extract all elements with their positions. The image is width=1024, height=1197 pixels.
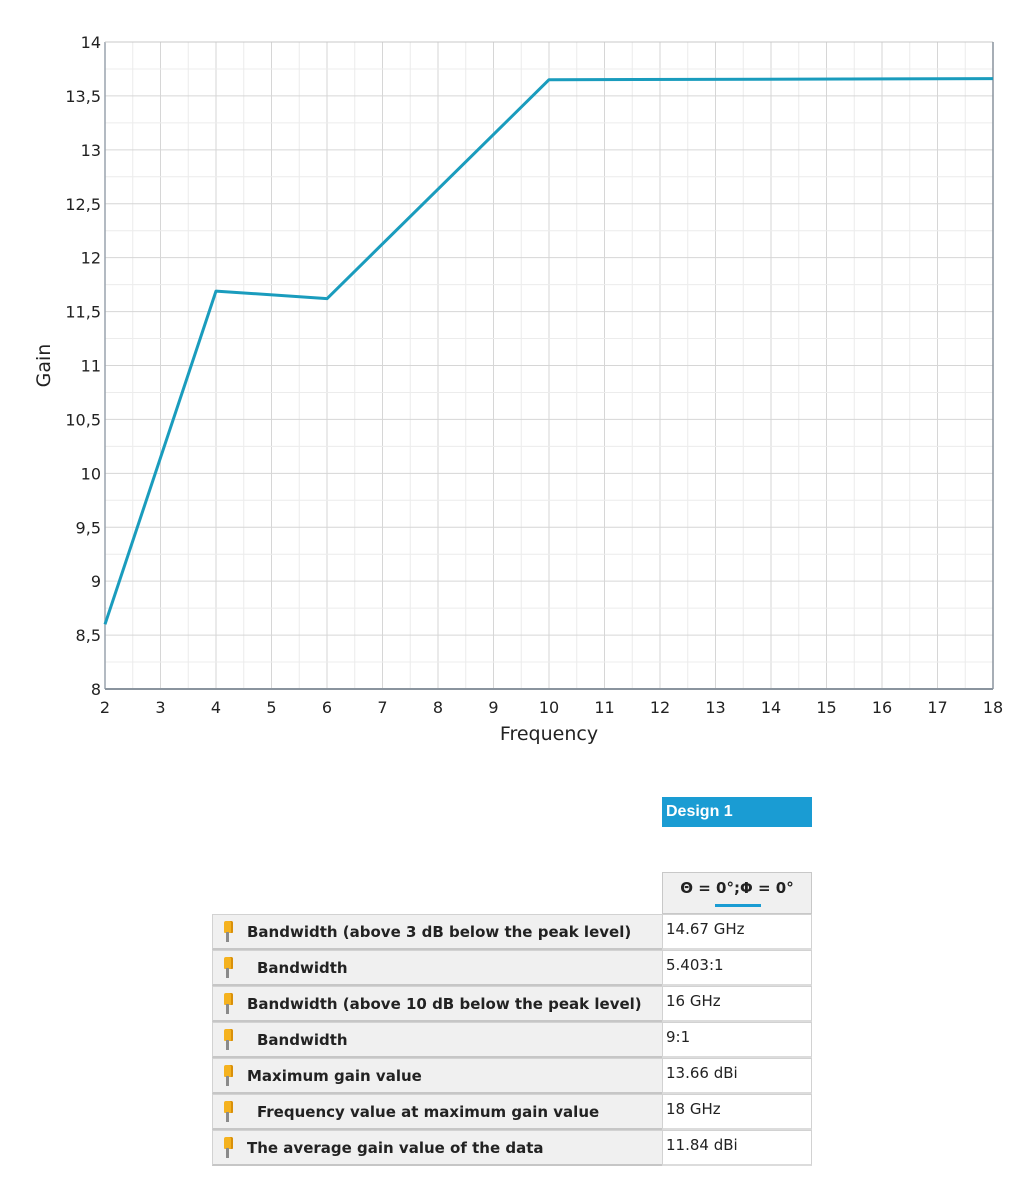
x-tick-label: 14 bbox=[761, 698, 781, 717]
result-row[interactable]: Bandwidth (above 3 dB below the peak lev… bbox=[212, 914, 812, 950]
result-label-cell: Bandwidth (above 3 dB below the peak lev… bbox=[212, 914, 662, 950]
result-row[interactable]: The average gain value of the data 11.84 … bbox=[212, 1130, 812, 1166]
y-tick-label: 11,5 bbox=[65, 303, 101, 322]
x-tick-label: 16 bbox=[872, 698, 892, 717]
y-tick-label: 14 bbox=[81, 33, 101, 52]
y-tick-label: 13,5 bbox=[65, 87, 101, 106]
gain-chart: 2 3 4 5 6 7 8 9 10 11 12 13 14 15 16 17 18 8 8,5 9 9,5 10 10,… bbox=[33, 33, 1003, 745]
column-header-label: Θ = 0°;Φ = 0° bbox=[680, 879, 794, 897]
result-label-cell: Bandwidth bbox=[212, 1022, 662, 1058]
result-label: Frequency value at maximum gain value bbox=[257, 1102, 600, 1121]
pin-icon bbox=[221, 1028, 235, 1051]
y-tick-label: 11 bbox=[81, 357, 101, 376]
pin-icon bbox=[221, 992, 235, 1015]
x-tick-label: 18 bbox=[983, 698, 1003, 717]
result-value: 9:1 bbox=[662, 1022, 812, 1058]
result-label: The average gain value of the data bbox=[247, 1138, 544, 1157]
result-value: 14.67 GHz bbox=[662, 914, 812, 950]
chart-grid bbox=[104, 41, 994, 690]
x-tick-label: 2 bbox=[100, 698, 110, 717]
x-tick-label: 15 bbox=[816, 698, 836, 717]
y-axis-title: Gain bbox=[33, 344, 55, 388]
x-tick-label: 5 bbox=[266, 698, 276, 717]
result-label-cell: Frequency value at maximum gain value bbox=[212, 1094, 662, 1130]
result-value: 18 GHz bbox=[662, 1094, 812, 1130]
x-axis-title: Frequency bbox=[500, 723, 598, 745]
pin-icon bbox=[221, 1136, 235, 1159]
pin-icon bbox=[221, 1064, 235, 1087]
result-label: Bandwidth bbox=[257, 1030, 348, 1049]
result-label-cell: Maximum gain value bbox=[212, 1058, 662, 1094]
result-row[interactable]: Bandwidth (above 10 dB below the peak le… bbox=[212, 986, 812, 1022]
y-tick-label: 12,5 bbox=[65, 195, 101, 214]
x-tick-label: 6 bbox=[322, 698, 332, 717]
pin-icon bbox=[221, 956, 235, 979]
result-label-cell: The average gain value of the data bbox=[212, 1130, 662, 1166]
result-label: Bandwidth (above 10 dB below the peak le… bbox=[247, 994, 642, 1013]
result-label: Maximum gain value bbox=[247, 1066, 422, 1085]
y-tick-label: 13 bbox=[81, 141, 101, 160]
result-row[interactable]: Maximum gain value 13.66 dBi bbox=[212, 1058, 812, 1094]
x-tick-label: 12 bbox=[650, 698, 670, 717]
result-value: 5.403:1 bbox=[662, 950, 812, 986]
result-value: 11.84 dBi bbox=[662, 1130, 812, 1166]
x-tick-label: 13 bbox=[705, 698, 725, 717]
result-row[interactable]: Frequency value at maximum gain value 18 … bbox=[212, 1094, 812, 1130]
result-value: 16 GHz bbox=[662, 986, 812, 1022]
result-row[interactable]: Bandwidth 5.403:1 bbox=[212, 950, 812, 986]
result-label-cell: Bandwidth bbox=[212, 950, 662, 986]
design-header: Design 1 bbox=[662, 797, 812, 827]
x-tick-label: 11 bbox=[594, 698, 614, 717]
results-table: Bandwidth (above 3 dB below the peak lev… bbox=[212, 914, 812, 1166]
x-tick-label: 7 bbox=[377, 698, 387, 717]
y-tick-label: 9,5 bbox=[76, 518, 101, 537]
y-tick-label: 8 bbox=[91, 680, 101, 699]
y-tick-labels: 8 8,5 9 9,5 10 10,5 11 11,5 12 12,5 13 13,5 14 bbox=[65, 33, 101, 699]
series-legend-line bbox=[715, 904, 761, 907]
x-tick-label: 10 bbox=[539, 698, 559, 717]
y-tick-label: 10 bbox=[81, 464, 101, 483]
y-tick-label: 12 bbox=[81, 249, 101, 268]
y-tick-label: 8,5 bbox=[76, 626, 101, 645]
x-tick-label: 8 bbox=[433, 698, 443, 717]
x-tick-label: 3 bbox=[155, 698, 165, 717]
pin-icon bbox=[221, 920, 235, 943]
column-header[interactable]: Θ = 0°;Φ = 0° bbox=[662, 872, 812, 914]
x-tick-label: 17 bbox=[927, 698, 947, 717]
result-value: 13.66 dBi bbox=[662, 1058, 812, 1094]
gain-series-line bbox=[103, 77, 994, 625]
result-label: Bandwidth bbox=[257, 958, 348, 977]
x-tick-label: 9 bbox=[488, 698, 498, 717]
x-tick-label: 4 bbox=[211, 698, 221, 717]
result-label: Bandwidth (above 3 dB below the peak lev… bbox=[247, 922, 632, 941]
result-row[interactable]: Bandwidth 9:1 bbox=[212, 1022, 812, 1058]
pin-icon bbox=[221, 1100, 235, 1123]
y-tick-label: 10,5 bbox=[65, 410, 101, 429]
x-tick-labels: 2 3 4 5 6 7 8 9 10 11 12 13 14 15 16 17 18 bbox=[100, 698, 1003, 717]
result-label-cell: Bandwidth (above 10 dB below the peak le… bbox=[212, 986, 662, 1022]
chart-series bbox=[103, 77, 994, 625]
chart-axes bbox=[104, 41, 994, 690]
y-tick-label: 9 bbox=[91, 572, 101, 591]
